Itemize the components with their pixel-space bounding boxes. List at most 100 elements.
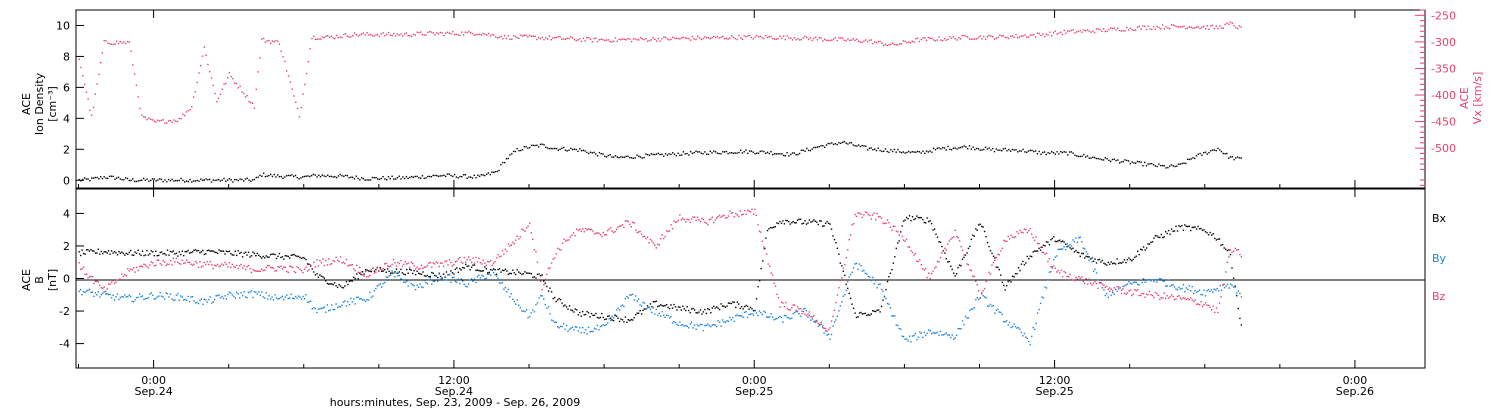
data-point-vx (187, 109, 189, 112)
data-point-ion-density (114, 178, 116, 180)
data-point-by (855, 262, 858, 265)
data-point-bz (695, 219, 697, 221)
data-point-ion-density (126, 177, 129, 180)
data-point-bz (563, 238, 565, 240)
data-point-by (991, 305, 993, 307)
data-point-bx (379, 267, 381, 269)
data-point-vx (371, 34, 374, 37)
data-point-bx (830, 228, 833, 230)
data-point-bx (479, 270, 482, 272)
data-point-bz (1076, 278, 1079, 280)
data-point-by (325, 311, 327, 313)
data-point-by (590, 330, 593, 333)
data-point-bx (1169, 233, 1171, 235)
data-point-vx (529, 34, 531, 37)
data-point-ion-density (1172, 165, 1174, 167)
data-point-bz (561, 242, 564, 244)
data-point-vx (670, 38, 672, 41)
data-point-bz (1128, 290, 1130, 292)
data-point-vx (700, 38, 702, 41)
data-point-vx (740, 37, 742, 39)
data-point-bx (1134, 256, 1136, 259)
data-point-vx (748, 34, 751, 37)
data-point-ion-density (893, 148, 896, 151)
data-point-bz (476, 261, 479, 263)
top-left-ylabel: ACE Ion Density [cm⁻³] (20, 72, 59, 135)
data-point-ion-density (537, 146, 540, 148)
data-point-vx (763, 37, 765, 40)
data-point-bx (995, 266, 998, 268)
data-point-ion-density (162, 180, 164, 183)
data-point-by (253, 291, 256, 293)
data-point-bz (212, 267, 214, 270)
data-point-bz (795, 309, 797, 311)
data-point-by (345, 305, 348, 307)
data-point-vx (212, 84, 214, 87)
data-point-bx (562, 305, 565, 307)
data-point-by (97, 291, 99, 293)
data-point-by (866, 273, 868, 275)
data-point-vx (627, 38, 629, 40)
data-point-bx (632, 319, 634, 321)
data-point-bx (735, 306, 737, 309)
data-point-ion-density (888, 151, 890, 153)
data-point-vx (554, 37, 556, 39)
data-point-ion-density (160, 178, 163, 181)
data-point-by (1220, 289, 1223, 291)
data-point-bx (978, 224, 980, 226)
data-point-bx (617, 317, 619, 319)
data-point-bx (80, 254, 82, 257)
data-point-vx (752, 38, 754, 40)
data-point-by (442, 272, 445, 275)
data-point-ion-density (875, 149, 878, 152)
data-point-ion-density (192, 180, 195, 182)
data-point-ion-density (1092, 156, 1094, 158)
data-point-bz (105, 290, 107, 292)
data-point-by (332, 308, 334, 311)
data-point-by (159, 291, 161, 294)
data-point-bx (836, 247, 839, 249)
data-point-bx (381, 270, 383, 272)
data-point-vx (707, 37, 710, 39)
data-point-vx (1188, 26, 1191, 28)
data-point-ion-density (482, 174, 484, 176)
data-point-vx (411, 35, 413, 37)
data-point-vx (1026, 36, 1028, 38)
data-point-by (607, 322, 609, 324)
data-point-ion-density (273, 173, 275, 176)
data-point-by (506, 291, 508, 293)
data-point-ion-density (593, 151, 595, 154)
data-point-vx (913, 41, 915, 43)
data-point-bz (538, 273, 540, 276)
data-point-ion-density (198, 180, 200, 182)
data-point-vx (1045, 33, 1047, 35)
data-point-bx (147, 254, 150, 256)
data-point-bx (391, 272, 393, 274)
data-point-bz (932, 270, 934, 272)
data-point-bx (361, 271, 364, 273)
data-point-by (127, 295, 129, 298)
data-point-vx (731, 35, 733, 37)
data-point-ion-density (200, 178, 202, 180)
data-point-bz (244, 268, 247, 271)
data-point-ion-density (400, 178, 402, 180)
data-point-by (213, 298, 216, 301)
data-point-by (163, 298, 166, 300)
data-point-bz (1056, 271, 1058, 273)
data-point-by (649, 308, 652, 310)
data-point-by (586, 333, 588, 335)
data-point-bz (804, 313, 806, 316)
data-point-bx (269, 253, 272, 256)
data-point-vx (246, 94, 248, 97)
data-point-vx (264, 41, 267, 43)
data-point-bz (566, 239, 568, 241)
data-point-bz (1036, 242, 1039, 245)
data-point-bz (171, 264, 173, 266)
data-point-by (1073, 241, 1076, 243)
data-point-vx (947, 38, 949, 40)
data-point-vx (552, 37, 554, 39)
data-point-ion-density (391, 175, 393, 177)
data-point-bz (988, 271, 990, 274)
data-point-ion-density (475, 177, 477, 179)
data-point-vx (1033, 33, 1035, 36)
